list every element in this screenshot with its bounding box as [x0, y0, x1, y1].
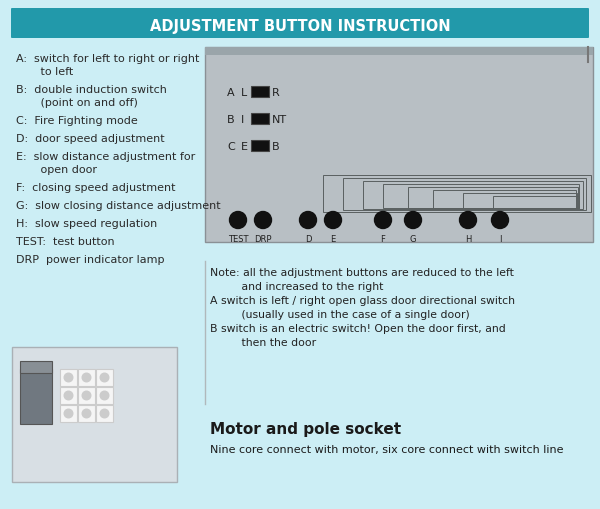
Text: R: R — [272, 88, 280, 98]
Text: and increased to the right: and increased to the right — [210, 281, 383, 292]
Text: E: E — [241, 142, 248, 152]
Bar — [78, 405, 95, 422]
Text: DRP  power indicator lamp: DRP power indicator lamp — [16, 254, 164, 265]
Bar — [78, 387, 95, 404]
Text: open door: open door — [16, 165, 97, 175]
Circle shape — [460, 212, 476, 229]
Text: Nine core connect with motor, six core connect with switch line: Nine core connect with motor, six core c… — [210, 444, 563, 454]
Text: C:  Fire Fighting mode: C: Fire Fighting mode — [16, 116, 138, 126]
Text: D:  door speed adjustment: D: door speed adjustment — [16, 134, 164, 144]
Bar — [363, 182, 583, 210]
Text: F: F — [380, 235, 385, 243]
Text: I: I — [499, 235, 501, 243]
Text: DRP: DRP — [254, 235, 272, 243]
Bar — [323, 176, 591, 213]
Text: I: I — [241, 115, 244, 125]
Text: B:  double induction switch: B: double induction switch — [16, 85, 167, 95]
Text: E: E — [331, 235, 335, 243]
Text: NT: NT — [272, 115, 287, 125]
Bar — [60, 387, 77, 404]
Bar — [205, 48, 593, 56]
Text: A:  switch for left to right or right: A: switch for left to right or right — [16, 54, 199, 64]
Bar — [96, 369, 113, 386]
Circle shape — [299, 212, 317, 229]
Circle shape — [229, 212, 247, 229]
Circle shape — [64, 409, 74, 419]
Bar — [20, 369, 52, 424]
Text: B switch is an electric switch! Open the door first, and: B switch is an electric switch! Open the… — [210, 323, 506, 333]
Bar — [205, 48, 593, 242]
Bar — [96, 387, 113, 404]
Bar — [251, 140, 269, 152]
Circle shape — [100, 409, 110, 419]
Bar — [60, 405, 77, 422]
Text: (point on and off): (point on and off) — [16, 98, 138, 108]
Bar — [60, 369, 77, 386]
Bar — [96, 405, 113, 422]
Bar — [78, 369, 95, 386]
Text: Motor and pole socket: Motor and pole socket — [210, 421, 401, 436]
Text: A switch is left / right open glass door directional switch: A switch is left / right open glass door… — [210, 295, 515, 305]
Bar — [251, 87, 269, 98]
Text: F:  closing speed adjustment: F: closing speed adjustment — [16, 183, 176, 192]
Bar — [463, 193, 577, 209]
Bar — [408, 188, 578, 209]
Text: E:  slow distance adjustment for: E: slow distance adjustment for — [16, 152, 195, 162]
Text: B: B — [227, 115, 235, 125]
Circle shape — [325, 212, 341, 229]
Circle shape — [254, 212, 271, 229]
FancyBboxPatch shape — [11, 9, 589, 39]
Bar — [251, 114, 269, 125]
Bar — [493, 196, 579, 209]
Circle shape — [491, 212, 509, 229]
Text: ADJUSTMENT BUTTON INSTRUCTION: ADJUSTMENT BUTTON INSTRUCTION — [149, 18, 451, 34]
Circle shape — [100, 391, 110, 401]
Text: H: H — [465, 235, 471, 243]
Bar — [20, 361, 52, 373]
Text: to left: to left — [16, 67, 73, 77]
Text: then the door: then the door — [210, 337, 316, 347]
Text: G: G — [410, 235, 416, 243]
Text: Note: all the adjustment buttons are reduced to the left: Note: all the adjustment buttons are red… — [210, 267, 514, 277]
Circle shape — [100, 373, 110, 383]
Circle shape — [64, 373, 74, 383]
Text: TEST: TEST — [228, 235, 248, 243]
Circle shape — [82, 373, 91, 383]
Text: D: D — [305, 235, 311, 243]
Text: A: A — [227, 88, 235, 98]
Circle shape — [64, 391, 74, 401]
Text: (usually used in the case of a single door): (usually used in the case of a single do… — [210, 309, 470, 319]
Text: C: C — [227, 142, 235, 152]
Text: B: B — [272, 142, 280, 152]
Text: L: L — [241, 88, 247, 98]
Bar — [433, 191, 576, 209]
Bar — [343, 179, 586, 211]
Bar — [383, 185, 579, 209]
Text: G:  slow closing distance adjustment: G: slow closing distance adjustment — [16, 201, 221, 211]
Bar — [12, 347, 177, 482]
Circle shape — [404, 212, 421, 229]
Circle shape — [82, 391, 91, 401]
Circle shape — [374, 212, 392, 229]
Text: TEST:  test button: TEST: test button — [16, 237, 115, 246]
Circle shape — [82, 409, 91, 419]
Text: H:  slow speed regulation: H: slow speed regulation — [16, 218, 157, 229]
